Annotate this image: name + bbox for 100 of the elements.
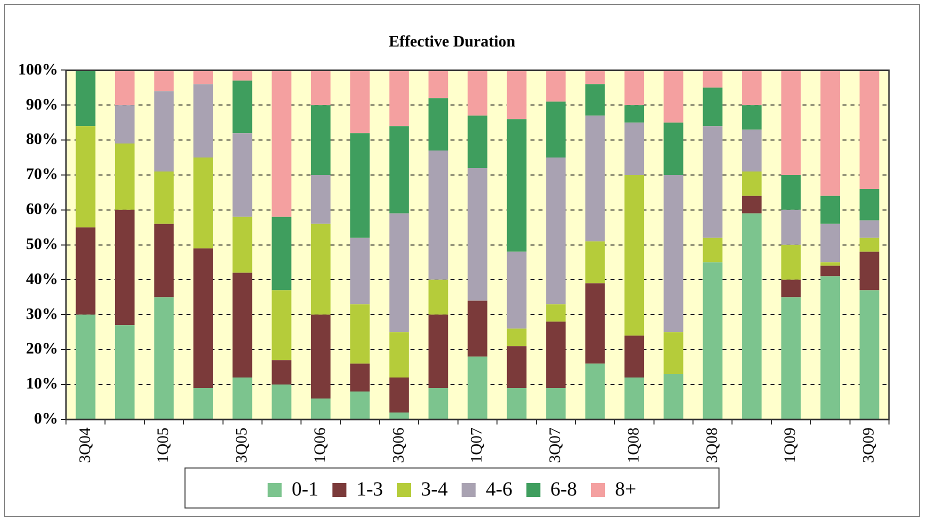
x-tick-label: 3Q06 <box>390 427 408 464</box>
bar <box>310 398 331 419</box>
bar <box>232 378 252 419</box>
chart-title: Effective Duration <box>388 34 516 51</box>
bar <box>114 144 135 210</box>
legend-label: 1-3 <box>356 478 384 500</box>
bar <box>428 314 448 388</box>
bar <box>702 238 722 262</box>
bar <box>310 70 331 106</box>
y-tick-label: 100% <box>18 61 58 78</box>
bar <box>546 158 566 304</box>
bar <box>272 70 292 217</box>
y-tick-label: 0% <box>34 410 58 428</box>
bar <box>468 168 488 301</box>
bar <box>468 356 488 419</box>
bar <box>860 238 880 252</box>
bar <box>428 98 448 151</box>
bar <box>585 283 605 364</box>
bar <box>154 297 174 419</box>
bar <box>742 171 762 196</box>
bar <box>585 241 605 284</box>
bar <box>664 122 684 175</box>
bar <box>506 119 526 252</box>
bar <box>468 70 488 116</box>
y-tick-label: 50% <box>26 236 58 253</box>
bar <box>272 384 292 419</box>
bar <box>389 213 409 332</box>
bar <box>76 227 96 315</box>
bar <box>781 244 801 280</box>
bar <box>585 116 605 242</box>
bar <box>820 276 840 419</box>
bar <box>389 70 409 126</box>
bar <box>154 91 174 172</box>
bar <box>350 392 370 419</box>
bar <box>742 196 762 214</box>
bar <box>193 70 213 84</box>
bar <box>154 171 174 224</box>
bar <box>624 70 644 106</box>
legend-label: 3-4 <box>421 478 448 500</box>
bar <box>546 70 566 102</box>
bar <box>664 70 684 123</box>
bar <box>506 388 526 419</box>
bar <box>781 297 801 419</box>
bar <box>506 70 526 120</box>
bar <box>506 346 526 388</box>
x-tick-label: 1Q05 <box>155 427 172 464</box>
bar <box>781 280 801 298</box>
bar <box>820 266 840 276</box>
bar <box>350 133 370 238</box>
bar <box>585 70 605 84</box>
bar <box>781 70 801 175</box>
bar <box>310 224 331 315</box>
y-tick-label: 10% <box>26 376 58 393</box>
bar <box>272 360 292 385</box>
bar <box>350 70 370 134</box>
bar <box>350 364 370 392</box>
x-tick-label: 1Q06 <box>312 427 329 464</box>
bar <box>624 105 644 123</box>
bar <box>389 126 409 214</box>
bar <box>428 150 448 280</box>
bar <box>664 374 684 419</box>
x-tick-label: 3Q04 <box>76 427 94 464</box>
bar <box>546 304 566 322</box>
x-tick-label: 3Q05 <box>234 427 251 464</box>
bar <box>76 70 96 126</box>
bar <box>742 213 762 419</box>
x-tick-label: 1Q09 <box>782 427 800 464</box>
bar <box>624 336 644 378</box>
bar <box>742 130 762 172</box>
bar <box>781 174 801 210</box>
legend-label: 0-1 <box>292 478 318 500</box>
bar <box>193 388 213 419</box>
bar <box>389 412 409 419</box>
bar <box>820 224 840 262</box>
bar <box>389 332 409 378</box>
bar <box>193 158 213 248</box>
bar <box>389 378 409 412</box>
y-tick-label: 20% <box>26 340 58 358</box>
bar <box>702 262 722 419</box>
bar <box>702 70 722 88</box>
bar <box>702 126 722 238</box>
y-tick-label: 80% <box>26 131 58 148</box>
bar <box>272 216 292 290</box>
bar <box>585 364 605 419</box>
y-tick-label: 60% <box>26 201 58 218</box>
bar <box>232 272 252 378</box>
x-tick-label: 1Q08 <box>625 427 642 464</box>
bar <box>193 248 213 388</box>
bar <box>428 70 448 98</box>
bar <box>350 304 370 364</box>
bar <box>154 224 174 298</box>
bar <box>860 188 880 220</box>
bar <box>664 174 684 332</box>
bar <box>232 80 252 134</box>
bar <box>272 290 292 360</box>
bar <box>860 70 880 189</box>
y-tick-label: 40% <box>26 270 58 288</box>
bar <box>702 88 722 126</box>
bar <box>820 262 840 266</box>
bar <box>310 314 331 398</box>
